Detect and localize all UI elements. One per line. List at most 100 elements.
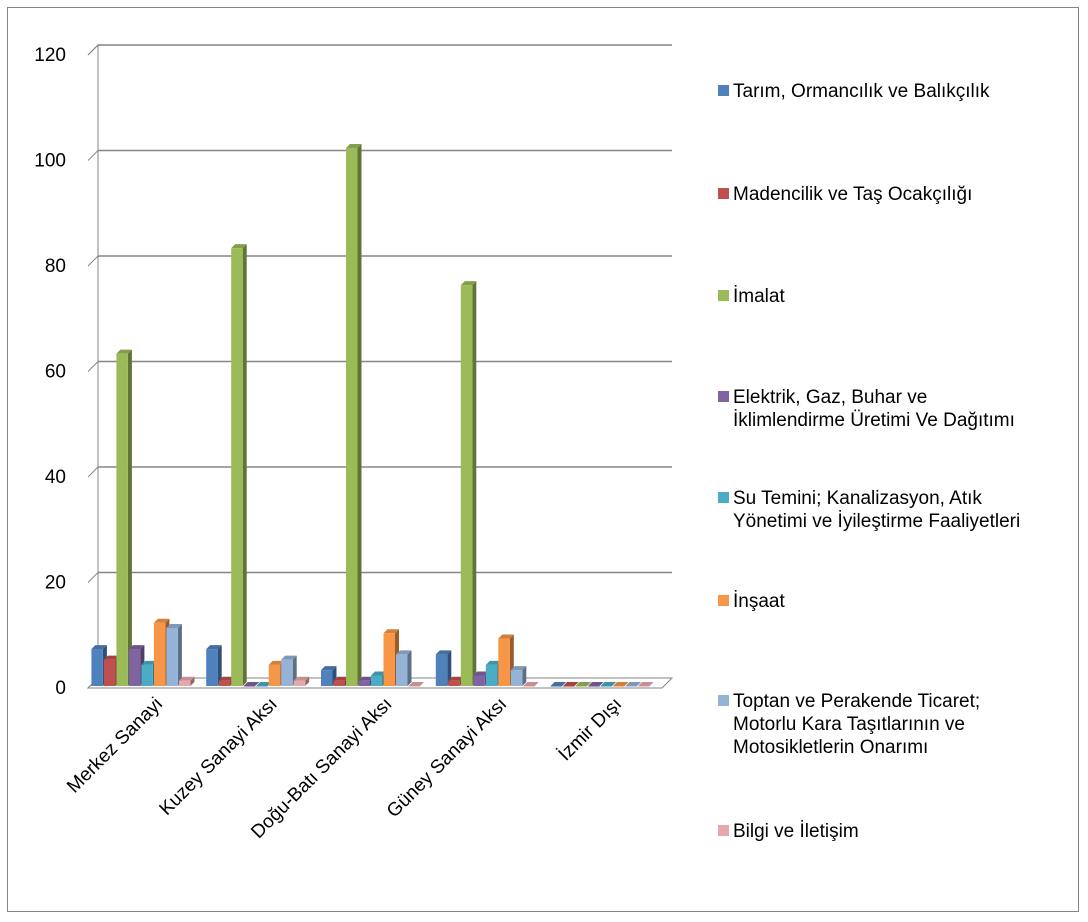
bar [408, 686, 420, 687]
bar-top [625, 682, 642, 686]
bar-top [563, 682, 579, 686]
bar [218, 680, 231, 686]
bar-top [243, 682, 260, 686]
bar-top [510, 666, 527, 671]
bar [460, 285, 473, 686]
legend-swatch [718, 595, 729, 606]
bar [523, 686, 535, 687]
bar-top [256, 682, 272, 686]
bar [358, 680, 370, 686]
legend-item: Su Temini; Kanalizasyon, Atık Yönetimi v… [718, 487, 1033, 533]
bar [178, 680, 191, 686]
bar [613, 686, 625, 687]
bar [600, 686, 613, 687]
bar-top [435, 650, 452, 655]
y-tick-label: 20 [45, 573, 66, 594]
bar-top [523, 682, 539, 686]
gridline-side [87, 150, 99, 161]
legend-label: Bilgi ve İletişim [733, 821, 859, 842]
bar [128, 649, 141, 686]
legend-swatch [718, 85, 729, 96]
bar [116, 353, 128, 686]
bar-top [281, 655, 297, 660]
chart-frame [7, 7, 1079, 912]
bar-side [472, 281, 477, 686]
bar-top [600, 682, 617, 686]
bar-side [522, 666, 527, 686]
bar [550, 686, 563, 687]
legend-label: Tarım, Ormancılık ve Balıkçılık [733, 81, 990, 102]
bar-side [447, 650, 452, 686]
bar [293, 680, 306, 686]
legend-item: Bilgi ve İletişim [718, 820, 1033, 843]
bar-top [358, 676, 374, 681]
bar [141, 664, 153, 686]
bar [625, 686, 638, 687]
gridline-side [87, 44, 99, 56]
bar [498, 638, 510, 686]
legend-item: İnşaat [718, 590, 1033, 613]
bar-side [357, 143, 362, 686]
bar [435, 654, 448, 686]
bar-top [346, 143, 362, 148]
bar-top [575, 682, 592, 686]
legend-swatch [718, 825, 729, 836]
bar-top [166, 623, 182, 628]
bar-top [638, 682, 654, 686]
y-tick-label: 100 [34, 151, 66, 172]
bar-top [206, 645, 222, 650]
bar [281, 659, 293, 686]
bar [206, 649, 218, 686]
x-tick-label: İzmir Dışı [555, 694, 627, 766]
bar-top [396, 650, 412, 655]
bar-top [91, 645, 107, 650]
bar [321, 670, 333, 686]
bar [333, 680, 345, 686]
bar [383, 633, 395, 686]
bar-top [321, 666, 337, 671]
bar [346, 147, 358, 686]
bar [448, 680, 460, 686]
bar-top [448, 676, 464, 681]
y-tick-label: 0 [55, 678, 66, 699]
bar-side [305, 676, 310, 686]
x-tick-label: Merkez Sanayi [63, 694, 167, 798]
bar-top [128, 645, 145, 650]
bar [231, 248, 243, 687]
bar-top [498, 634, 514, 639]
bar [268, 664, 281, 686]
legend-swatch [718, 290, 729, 301]
x-tick-label: Güney Sanayi Aksı [383, 694, 511, 822]
bar [638, 686, 650, 687]
bar-top [408, 682, 424, 686]
bar-top [116, 349, 132, 354]
bar [91, 649, 103, 686]
legend-swatch [718, 188, 729, 199]
bar [371, 675, 383, 686]
bar-top [371, 671, 387, 676]
legend-item: Madencilik ve Taş Ocakçılığı [718, 183, 1033, 206]
bar [243, 686, 256, 687]
bar-top [550, 682, 567, 686]
bar [256, 686, 268, 687]
bar-top [588, 682, 604, 686]
y-tick-label: 60 [45, 362, 66, 383]
y-tick-label: 120 [34, 45, 66, 66]
bar-side [177, 623, 182, 686]
bar [563, 686, 575, 687]
legend-label: Madencilik ve Taş Ocakçılığı [733, 184, 973, 205]
bar-top [460, 281, 477, 286]
bar-side [127, 349, 132, 686]
bar-side [242, 244, 247, 687]
legend-label: Toptan ve Perakende Ticaret; Motorlu Kar… [733, 691, 981, 758]
legend-swatch [718, 391, 729, 402]
bar-top [268, 660, 285, 665]
bar-side [407, 650, 412, 686]
bar [510, 670, 523, 686]
bar-side [217, 645, 222, 686]
bar [575, 686, 588, 687]
legend-item: Tarım, Ormancılık ve Balıkçılık [718, 80, 1033, 103]
gridline-side [87, 572, 99, 583]
chart-legend: Tarım, Ormancılık ve Balıkçılık Madencili… [718, 0, 1078, 922]
bar [473, 675, 485, 686]
